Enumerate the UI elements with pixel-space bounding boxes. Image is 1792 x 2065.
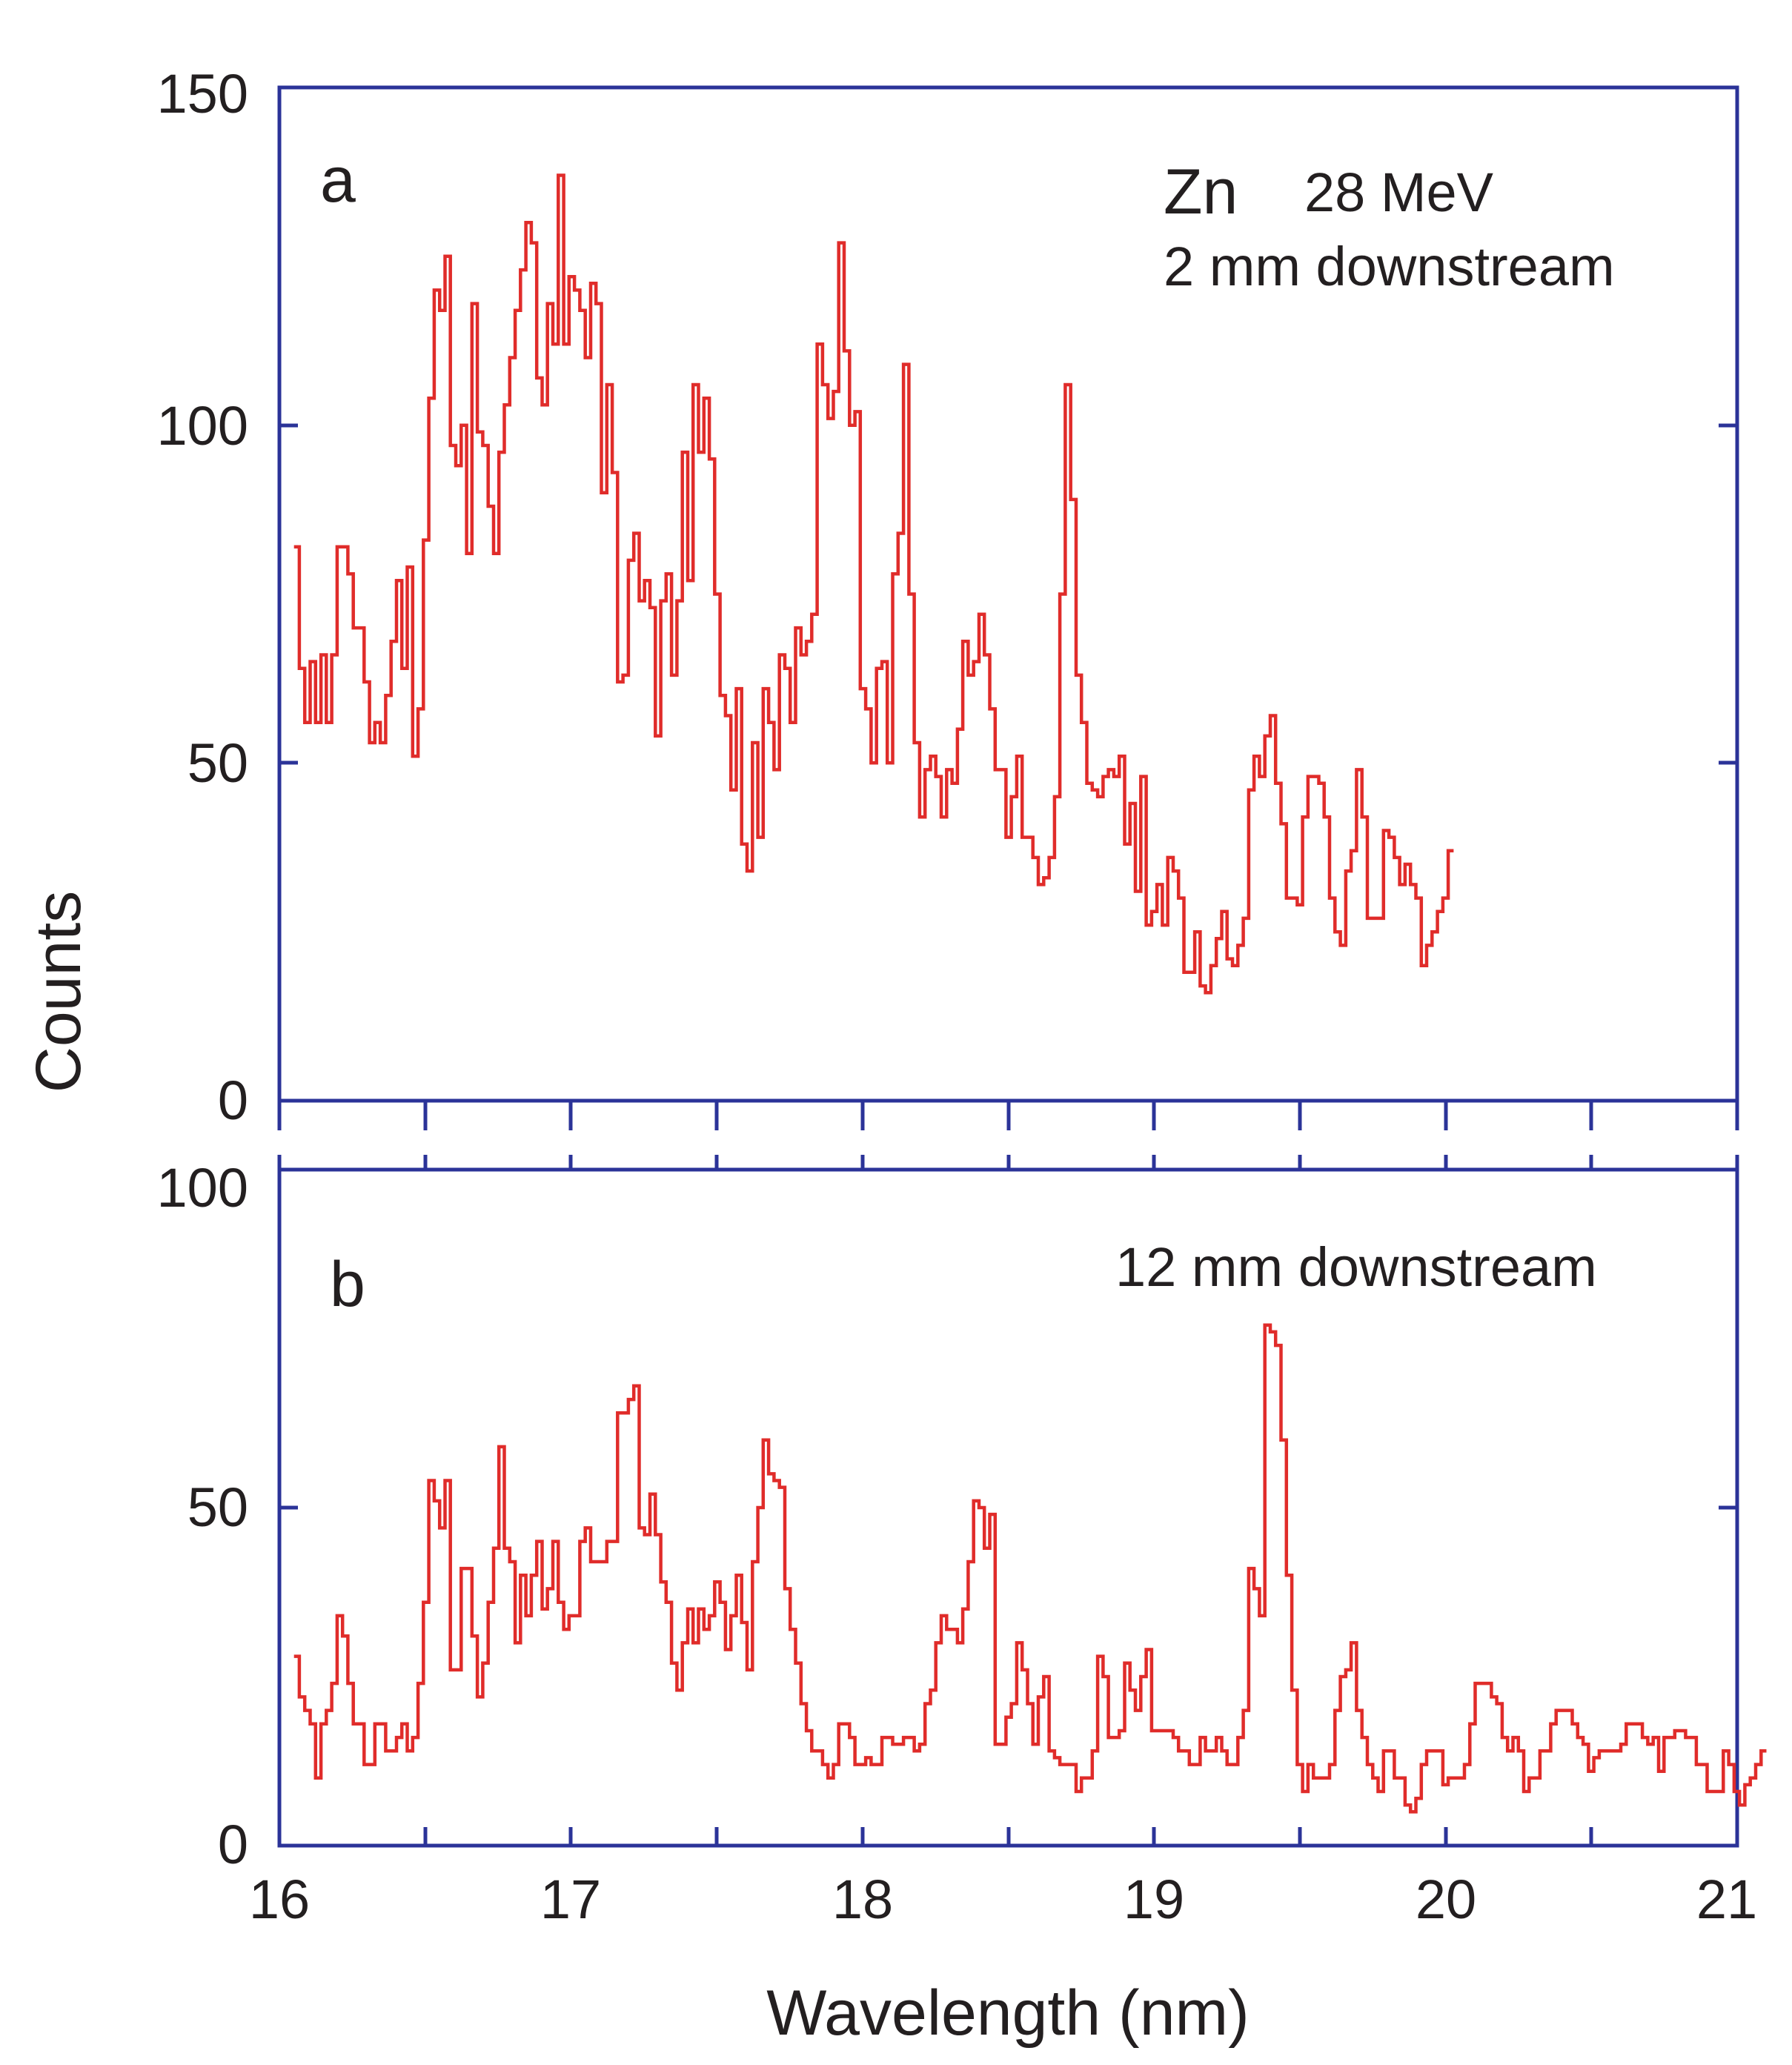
y-axis-title: Counts — [23, 891, 94, 1093]
panel-a-ytick-label-0: 0 — [218, 1070, 248, 1131]
panel-b-ytick-label-100: 100 — [157, 1157, 248, 1219]
panel-a-position-label: 2 mm downstream — [1164, 236, 1615, 297]
xtick-label-17: 17 — [540, 1869, 601, 1930]
panel-a-ytick-label-100: 100 — [157, 395, 248, 457]
xtick-label-18: 18 — [832, 1869, 893, 1930]
panel-a-letter: a — [320, 145, 356, 216]
xtick-label-20: 20 — [1416, 1869, 1476, 1930]
panel-b-ytick-label-0: 0 — [218, 1814, 248, 1875]
xtick-label-16: 16 — [249, 1869, 310, 1930]
panel-b-ytick-label-50: 50 — [188, 1476, 248, 1538]
panel-b-spectrum-series — [293, 1323, 1767, 1814]
xtick-label-19: 19 — [1124, 1869, 1184, 1930]
panel-a-spectrum-series — [293, 173, 1454, 995]
panel-a-ytick-label-150: 150 — [157, 63, 248, 125]
panel-a-element-label: Zn — [1164, 156, 1238, 228]
panel-b-position-label: 12 mm downstream — [1115, 1236, 1597, 1298]
x-axis-title: Wavelength (nm) — [766, 1978, 1250, 2049]
panel-b-letter: b — [330, 1249, 365, 1320]
panel-b: 0 50 100 16 17 18 19 20 21 b 12 mm downs… — [157, 1155, 1767, 1930]
xtick-label-21: 21 — [1696, 1869, 1757, 1930]
panel-a-ytick-label-50: 50 — [188, 732, 248, 794]
panel-a-energy-label: 28 MeV — [1304, 162, 1494, 223]
panel-a: 0 50 100 150 a Zn 28 MeV 2 mm downstream — [157, 63, 1739, 1131]
